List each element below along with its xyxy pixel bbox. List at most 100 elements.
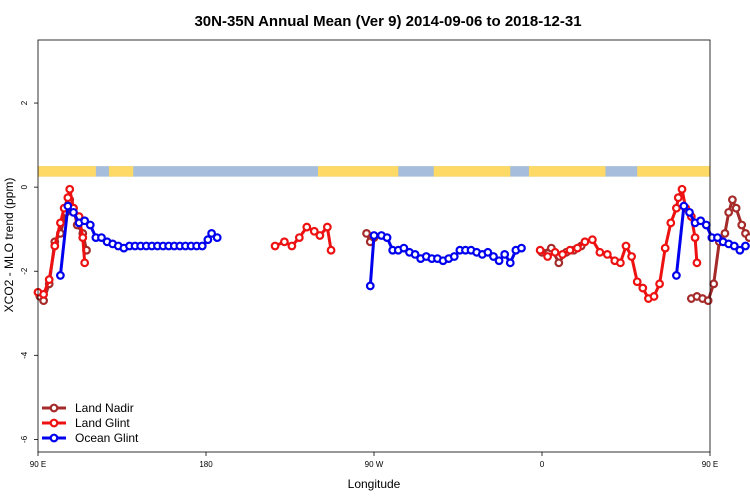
data-point [558, 250, 567, 259]
data-point [709, 279, 719, 289]
land-segment [108, 166, 134, 177]
series-ocean-glint [56, 201, 750, 291]
data-point [649, 292, 659, 301]
data-point [505, 258, 515, 268]
series-layer [33, 184, 750, 306]
y-tick-label: -2 [20, 267, 29, 275]
data-point [382, 233, 392, 242]
data-point [672, 203, 681, 213]
data-point [632, 277, 642, 287]
data-point [679, 201, 689, 211]
data-point [294, 233, 304, 242]
data-point [677, 184, 687, 194]
data-point [483, 247, 493, 257]
y-tick-label: 2 [20, 100, 29, 105]
x-axis-label: Longitude [348, 477, 401, 491]
y-tick-label: -6 [20, 435, 29, 443]
data-point [56, 218, 65, 228]
data-point [212, 233, 222, 242]
data-point [690, 233, 700, 242]
x-tick-label: 90 E [30, 460, 46, 469]
land-segment [637, 166, 710, 177]
y-axis-label: XCO2 - MLO trend (ppm) [2, 178, 16, 313]
data-point [449, 252, 459, 261]
data-point [489, 252, 498, 261]
legend-label: Land Glint [75, 416, 130, 430]
y-axis: 2 0 -2 -4 -6 [20, 100, 38, 443]
data-point [735, 245, 745, 255]
data-point [322, 222, 332, 232]
data-point [703, 296, 713, 306]
data-point [517, 243, 526, 253]
data-point [744, 233, 750, 242]
data-point [369, 231, 379, 240]
data-point [85, 220, 95, 230]
data-point [362, 228, 371, 238]
data-point [638, 283, 648, 293]
data-point [731, 203, 741, 213]
data-point [270, 241, 280, 251]
land-segment [318, 166, 399, 177]
data-point [565, 245, 575, 255]
data-point [365, 281, 375, 291]
data-point [573, 243, 582, 253]
data-point [287, 241, 297, 251]
data-point [63, 193, 73, 203]
legend-swatch-marker [49, 433, 59, 443]
data-point [655, 279, 664, 289]
data-point [410, 250, 420, 259]
data-point [302, 222, 312, 232]
data-point [595, 247, 605, 257]
data-point [326, 245, 336, 255]
land-segment [38, 166, 96, 177]
land-segment [433, 166, 511, 177]
data-point [729, 241, 739, 251]
data-point [500, 250, 510, 259]
data-point [660, 243, 670, 253]
data-point [494, 256, 504, 266]
land-ocean-strip [38, 166, 710, 177]
data-point [692, 258, 702, 268]
data-point [535, 245, 545, 255]
data-point [724, 207, 734, 217]
data-point [550, 247, 560, 257]
data-point [280, 237, 289, 247]
data-point [63, 201, 73, 211]
data-point [315, 231, 325, 240]
land-segment [528, 166, 606, 177]
data-point [602, 250, 612, 259]
y-tick-label: -4 [20, 351, 29, 359]
x-tick-label: 90 W [365, 460, 384, 469]
data-point [399, 243, 409, 253]
data-point [666, 218, 676, 228]
x-tick-label: 180 [199, 460, 213, 469]
data-point [203, 235, 213, 245]
data-point [543, 252, 552, 261]
data-point [685, 207, 694, 217]
data-point [39, 289, 48, 299]
data-point [197, 241, 207, 251]
data-point [207, 228, 217, 238]
x-axis: 90 E 180 90 W 0 90 E [30, 452, 718, 469]
data-point [97, 233, 106, 242]
data-point [737, 220, 747, 230]
x-tick-label: 90 E [702, 460, 718, 469]
y-tick-label: 0 [20, 184, 29, 189]
data-point [627, 252, 636, 261]
data-point [65, 184, 75, 194]
data-point [588, 235, 597, 245]
data-point [44, 275, 54, 285]
data-point [56, 271, 65, 280]
data-point [741, 241, 750, 251]
legend-label: Land Nadir [75, 401, 134, 415]
data-point [554, 258, 564, 268]
data-point [713, 233, 722, 242]
legend-label: Ocean Glint [75, 431, 139, 445]
data-point [621, 241, 631, 251]
data-point [672, 271, 681, 280]
data-point [673, 193, 683, 203]
legend-swatch-marker [49, 403, 59, 413]
legend-swatch-marker [49, 418, 59, 428]
